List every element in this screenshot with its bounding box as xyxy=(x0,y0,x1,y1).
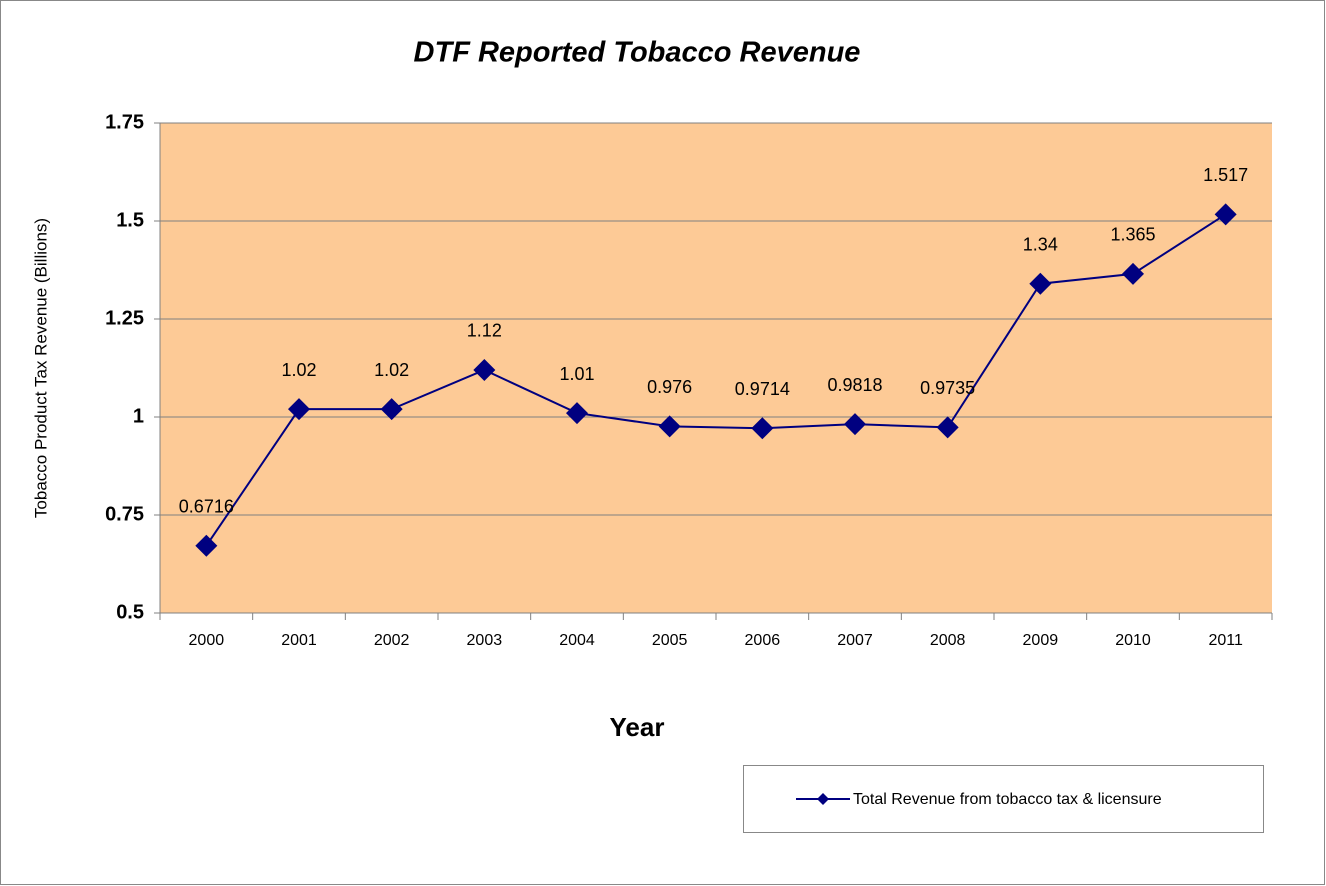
y-tick-label: 1 xyxy=(133,405,144,427)
x-tick-label: 2002 xyxy=(374,632,410,649)
data-point xyxy=(751,417,774,440)
data-label: 1.34 xyxy=(1023,234,1058,254)
legend-label: Total Revenue from tobacco tax & licensu… xyxy=(853,791,1162,808)
plot-area xyxy=(160,123,1272,613)
x-tick-label: 2009 xyxy=(1023,632,1059,649)
x-tick-label: 2006 xyxy=(745,632,781,649)
data-point xyxy=(1214,203,1237,226)
data-label: 0.9735 xyxy=(920,378,975,398)
data-point xyxy=(936,416,959,439)
data-point xyxy=(380,398,403,421)
chart-title: DTF Reported Tobacco Revenue xyxy=(414,37,861,69)
x-tick-label: 2010 xyxy=(1115,632,1151,649)
x-tick-label: 2003 xyxy=(467,632,503,649)
data-label: 0.6716 xyxy=(179,496,234,516)
data-point xyxy=(844,413,866,436)
y-tick-label: 1.25 xyxy=(105,307,144,329)
y-tick-label: 0.75 xyxy=(105,503,144,525)
x-tick-label: 2008 xyxy=(930,632,966,649)
data-point xyxy=(288,398,310,421)
data-label: 1.365 xyxy=(1110,225,1155,245)
data-label: 0.976 xyxy=(647,377,692,397)
series-line xyxy=(205,213,1227,547)
x-tick-label: 2004 xyxy=(559,632,595,649)
data-point xyxy=(1122,262,1144,285)
data-point xyxy=(1029,272,1052,295)
data-label: 1.01 xyxy=(559,364,594,384)
data-label: 1.02 xyxy=(374,360,409,380)
data-label: 1.12 xyxy=(467,321,502,341)
x-tick-label: 2005 xyxy=(652,632,688,649)
data-point xyxy=(658,415,681,438)
x-tick-label: 2011 xyxy=(1208,632,1243,649)
x-axis-label: Year xyxy=(610,712,665,742)
y-tick-label: 0.5 xyxy=(116,601,144,623)
x-tick-label: 2000 xyxy=(189,632,225,649)
y-axis-label: Tobacco Product Tax Revenue (Billions) xyxy=(31,218,50,518)
data-point xyxy=(566,402,588,425)
x-tick-label: 2007 xyxy=(837,632,873,649)
data-point xyxy=(473,358,496,381)
data-point xyxy=(195,534,218,557)
data-label: 1.02 xyxy=(281,360,316,380)
data-label: 0.9714 xyxy=(735,379,790,399)
data-label: 1.517 xyxy=(1203,165,1248,185)
data-label: 0.9818 xyxy=(827,375,882,395)
y-tick-label: 1.75 xyxy=(105,111,144,133)
y-tick-label: 1.5 xyxy=(116,209,144,231)
x-tick-label: 2001 xyxy=(281,632,317,649)
legend-marker xyxy=(817,793,829,805)
